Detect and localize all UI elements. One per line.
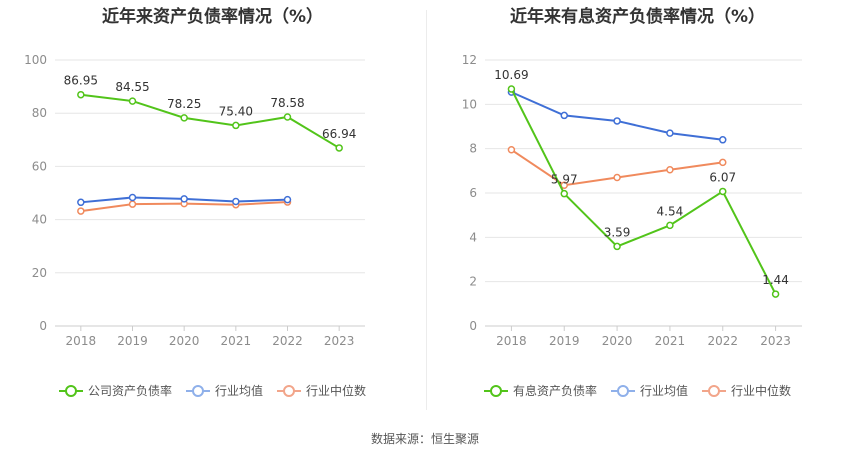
data-point [560, 189, 568, 198]
data-label: 84.55 [115, 80, 149, 94]
data-label: 75.40 [219, 104, 253, 118]
data-point [613, 117, 621, 125]
data-point [560, 181, 568, 189]
data-point [180, 114, 188, 122]
legend-label: 行业均值 [639, 384, 688, 398]
y-tick-label: 4 [469, 230, 477, 244]
data-point [719, 158, 727, 167]
y-tick-label: 0 [469, 319, 477, 333]
data-point [771, 290, 780, 298]
legend-item-interest-bearing[interactable]: 有息资产负债率 [483, 382, 597, 399]
data-label: 86.95 [64, 74, 98, 88]
data-point [666, 165, 674, 174]
data-point [283, 113, 292, 121]
x-tick-label: 2018 [66, 334, 97, 348]
panel-divider [426, 10, 427, 410]
chart-panel-left: 近年来资产负债率情况（%） 0 20 40 60 80 100 2018 2019 2020 20… [0, 0, 425, 420]
data-point [77, 198, 85, 207]
legend-label: 行业中位数 [306, 384, 367, 398]
data-point [560, 111, 568, 120]
data-point [128, 200, 137, 208]
legend-label: 行业均值 [214, 384, 263, 398]
data-point [666, 221, 674, 230]
data-source-note: 数据来源：恒生聚源 [370, 432, 479, 446]
y-tick-label: 12 [462, 53, 477, 67]
data-point [180, 195, 188, 203]
legend-item-industry-mean[interactable]: 行业均值 [185, 382, 263, 399]
legend-marker-icon [185, 384, 210, 397]
chart-plot: 0 2 4 6 8 10 12 2018 2019 2020 2021 2022 2023 10.69 5.… [462, 53, 802, 348]
series-line [510, 88, 777, 295]
y-tick-label: 6 [469, 186, 477, 200]
y-tick-label: 0 [39, 319, 47, 333]
legend-marker-icon [702, 384, 726, 397]
data-label: 5.97 [551, 173, 578, 187]
legend-label: 行业中位数 [731, 384, 792, 398]
data-point [232, 197, 240, 206]
x-tick-label: 2021 [655, 334, 686, 348]
x-tick-label: 2020 [602, 334, 633, 348]
x-tick-label: 2018 [496, 334, 527, 348]
data-point [77, 207, 85, 215]
y-tick-label: 2 [469, 275, 477, 289]
x-tick-label: 2023 [760, 334, 791, 348]
data-label: 4.54 [657, 204, 684, 218]
chart-legend: 公司资产负债率 行业均值 行业中位数 [0, 382, 425, 399]
legend-marker-icon [277, 384, 301, 397]
data-point [719, 136, 727, 144]
legend-item-industry-median[interactable]: 行业中位数 [702, 382, 791, 399]
data-label: 1.44 [762, 273, 789, 287]
x-tick-label: 2022 [707, 334, 738, 348]
legend-label: 有息资产负债率 [512, 384, 597, 398]
data-point [507, 85, 516, 93]
data-point [335, 144, 343, 152]
data-point [613, 173, 621, 182]
chart-title: 近年来有息资产负债率情况（%） [509, 7, 766, 27]
data-point [128, 193, 137, 202]
x-tick-label: 2019 [117, 334, 148, 348]
data-label: 3.59 [604, 225, 631, 239]
y-tick-label: 60 [32, 159, 47, 173]
y-tick-label: 20 [32, 266, 47, 280]
y-tick-label: 40 [32, 213, 47, 227]
x-tick-label: 2021 [221, 334, 252, 348]
data-label: 66.94 [322, 127, 356, 141]
x-tick-label: 2019 [549, 334, 580, 348]
legend-marker-icon [483, 384, 508, 397]
data-point [232, 121, 240, 130]
legend-marker-icon [610, 384, 635, 397]
chart-title: 近年来资产负债率情况（%） [101, 7, 324, 27]
series-line [80, 93, 340, 149]
y-tick-label: 10 [462, 97, 477, 111]
chart-legend: 有息资产负债率 行业均值 行业中位数 [425, 382, 850, 399]
legend-label: 公司资产负债率 [87, 384, 172, 398]
legend-item-industry-median[interactable]: 行业中位数 [277, 382, 366, 399]
chart-panel-right: 近年来有息资产负债率情况（%） 0 2 4 6 8 10 12 2018 2019 2020 202… [425, 0, 850, 420]
data-point [507, 146, 516, 154]
y-tick-label: 80 [32, 106, 47, 120]
x-tick-label: 2020 [169, 334, 200, 348]
data-point [283, 195, 292, 204]
data-point [719, 187, 727, 196]
x-tick-label: 2022 [272, 334, 303, 348]
data-point [77, 90, 85, 99]
series-line [511, 91, 723, 141]
x-tick-label: 2023 [324, 334, 355, 348]
data-point [613, 242, 621, 251]
data-label: 78.25 [167, 97, 201, 111]
y-tick-label: 100 [24, 53, 47, 67]
data-label: 6.07 [709, 170, 736, 184]
data-label: 78.58 [270, 96, 304, 110]
legend-marker-icon [58, 384, 83, 397]
data-point [128, 97, 137, 105]
data-label: 10.69 [494, 68, 528, 82]
legend-item-company[interactable]: 公司资产负债率 [58, 382, 172, 399]
data-point [666, 129, 674, 137]
legend-item-industry-mean[interactable]: 行业均值 [610, 382, 688, 399]
y-tick-label: 8 [469, 142, 477, 156]
chart-plot: 0 20 40 60 80 100 2018 2019 2020 2021 2022 2023 86.9… [24, 53, 365, 348]
